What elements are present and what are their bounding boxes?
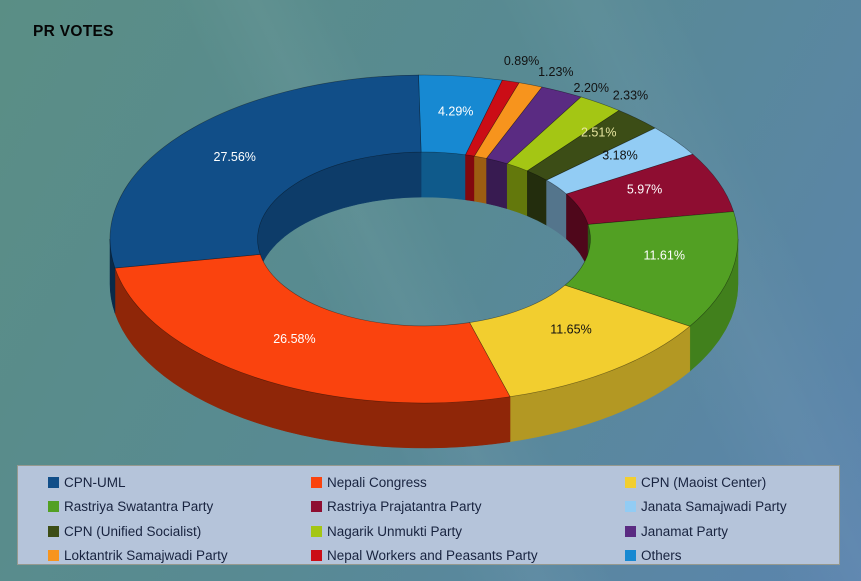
pie-slice-cpn-unified-socialist: [526, 110, 656, 181]
legend-swatch-cpn-unified-socialist: [48, 525, 59, 537]
legend-item-loktantrik-samajwadi-party: Loktantrik Samajwadi Party: [48, 548, 311, 563]
legend-item-cpn-unified-socialist: CPN (Unified Socialist): [48, 524, 311, 539]
inner-wall-cpn-uml: [257, 151, 422, 285]
legend-swatch-rastriya-prajatantra-party: [311, 501, 322, 513]
legend-swatch-nagarik-unmukti-party: [311, 525, 322, 537]
inner-wall-others: [420, 151, 466, 201]
inner-wall-nagarik-unmukti-party: [506, 163, 528, 217]
legend-swatch-cpn-maoist-center: [625, 476, 636, 488]
pie-slice-rastriya-prajatantra-party: [565, 153, 734, 225]
slice-label-nepal-workers-and-peasants-party: 0.89%: [504, 54, 539, 68]
legend-label: Loktantrik Samajwadi Party: [64, 548, 228, 564]
legend-label: Nepal Workers and Peasants Party: [327, 548, 538, 564]
inner-wall-cpn-unified-socialist: [527, 170, 547, 226]
legend-swatch-loktantrik-samajwadi-party: [48, 550, 59, 562]
legend-swatch-janata-samajwadi-party: [625, 501, 636, 513]
legend-label: CPN (Unified Socialist): [64, 523, 202, 539]
legend-item-janata-samajwadi-party: Janata Samajwadi Party: [625, 499, 839, 514]
legend-swatch-janamat-party: [625, 525, 636, 537]
pie-slice-janata-samajwadi-party: [545, 127, 694, 195]
legend-label: Rastriya Prajatantra Party: [327, 499, 482, 515]
legend-label: Janata Samajwadi Party: [641, 499, 787, 515]
slice-label-rastriya-swatantra-party: 11.61%: [643, 248, 684, 262]
legend-label: CPN-UML: [64, 474, 126, 490]
slice-label-nepali-congress: 26.58%: [273, 332, 315, 346]
slice-label-loktantrik-samajwadi-party: 1.23%: [538, 65, 573, 79]
slice-label-janata-samajwadi-party: 3.18%: [602, 149, 637, 163]
legend-item-rastriya-swatantra-party: Rastriya Swatantra Party: [48, 499, 311, 514]
legend-label: Nepali Congress: [327, 474, 427, 490]
legend-swatch-others: [625, 550, 636, 562]
pie-slice-nagarik-unmukti-party: [506, 96, 620, 172]
pie-slice-cpn-uml: [109, 74, 422, 269]
legend-swatch-cpn-uml: [48, 476, 59, 488]
legend-label: CPN (Maoist Center): [641, 474, 767, 490]
legend-item-nepali-congress: Nepali Congress: [311, 475, 625, 490]
legend-item-nepal-workers-and-peasants-party: Nepal Workers and Peasants Party: [311, 548, 625, 563]
legend-item-others: Others: [625, 548, 839, 563]
legend-item-cpn-uml: CPN-UML: [48, 475, 311, 490]
legend-label: Janamat Party: [641, 523, 729, 539]
legend-label: Others: [641, 548, 682, 564]
pie-slice-rastriya-swatantra-party: [564, 211, 739, 327]
pie-slice-loktantrik-samajwadi-party: [473, 82, 543, 159]
slice-label-nagarik-unmukti-party: 2.33%: [613, 88, 648, 102]
legend-swatch-nepal-workers-and-peasants-party: [311, 550, 322, 562]
legend-swatch-nepali-congress: [311, 476, 322, 488]
legend-item-rastriya-prajatantra-party: Rastriya Prajatantra Party: [311, 499, 625, 514]
chart-title: PR VOTES: [33, 23, 114, 40]
slice-label-cpn-unified-socialist: 2.51%: [581, 126, 616, 140]
slice-label-cpn-uml: 27.56%: [214, 150, 256, 164]
legend-swatch-rastriya-swatantra-party: [48, 501, 59, 513]
pie-slice-cpn-maoist-center: [469, 284, 691, 398]
legend-item-nagarik-unmukti-party: Nagarik Unmukti Party: [311, 524, 625, 539]
legend-label: Rastriya Swatantra Party: [64, 499, 214, 515]
slice-label-cpn-maoist-center: 11.65%: [550, 323, 591, 337]
slice-label-janamat-party: 2.20%: [574, 81, 609, 95]
inner-wall-nepal-workers-and-peasants-party: [465, 154, 475, 202]
slice-label-others: 4.29%: [438, 104, 473, 118]
legend-label: Nagarik Unmukti Party: [327, 523, 463, 539]
pie-slice-nepal-workers-and-peasants-party: [465, 79, 520, 157]
slice-label-rastriya-prajatantra-party: 5.97%: [627, 183, 662, 197]
legend-item-janamat-party: Janamat Party: [625, 524, 839, 539]
legend-item-cpn-maoist-center: CPN (Maoist Center): [625, 475, 839, 490]
inner-wall-loktantrik-samajwadi-party: [474, 155, 487, 204]
pie-slice-others: [418, 74, 503, 156]
inner-wall-janamat-party: [486, 158, 508, 210]
pie-slice-nepali-congress: [114, 254, 511, 404]
chart-legend: CPN-UML Nepali Congress CPN (Maoist Center…: [17, 465, 840, 565]
